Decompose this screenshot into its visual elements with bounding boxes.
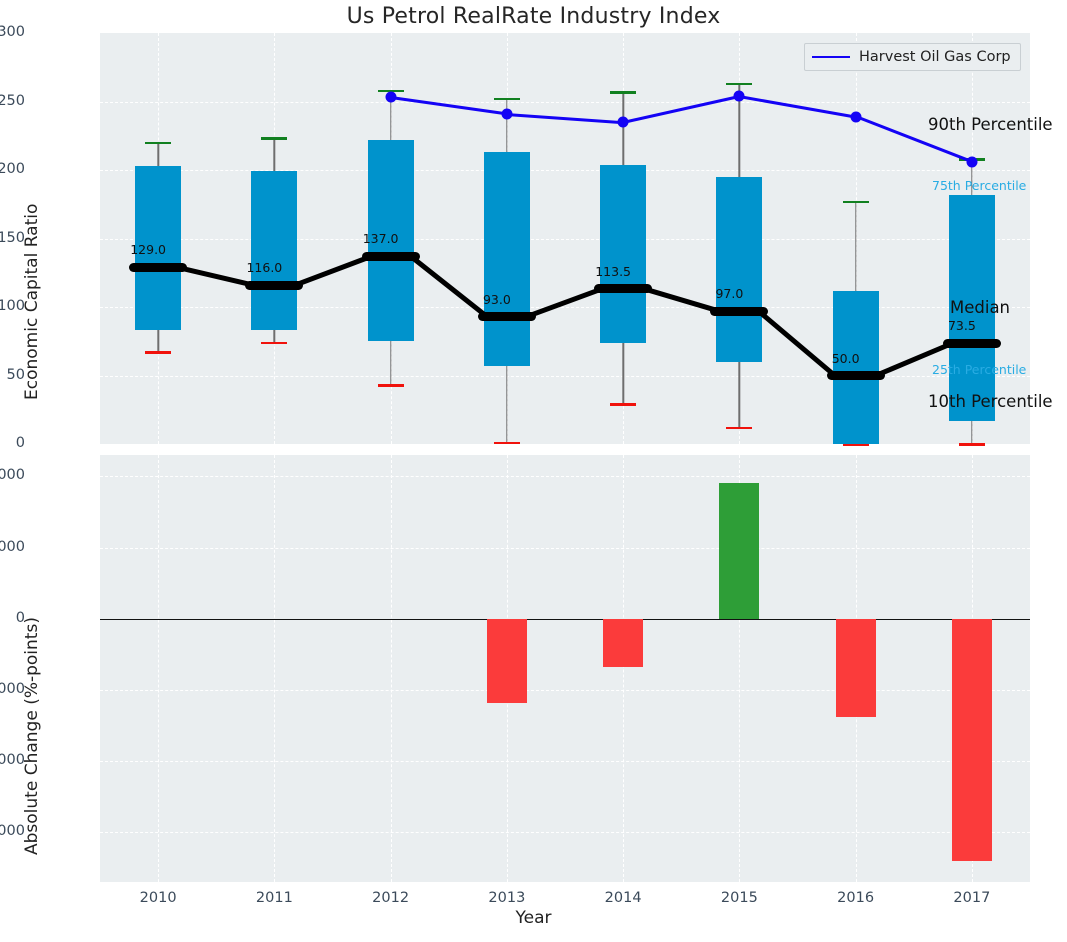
x-tick-2016: 2016 [837, 890, 875, 906]
company-data-point[interactable] [501, 108, 513, 120]
median-bar [129, 262, 188, 272]
whisker-cap-p10 [261, 341, 288, 345]
change-bar-2013[interactable] [486, 618, 527, 703]
gridline-horizontal [100, 832, 1030, 834]
median-value-label: 50.0 [831, 350, 860, 366]
company-data-point[interactable] [617, 116, 629, 128]
whisker-cap-p10 [610, 403, 637, 406]
gridline-horizontal [100, 375, 1030, 377]
box-iqr [135, 165, 182, 331]
x-tick-2013: 2013 [488, 890, 526, 906]
gridline-horizontal [100, 547, 1030, 549]
gridline-vertical [623, 455, 625, 882]
whisker-cap-p90 [145, 141, 172, 145]
x-tick-2010: 2010 [139, 890, 177, 906]
company-data-point[interactable] [733, 90, 745, 102]
gridline-horizontal [100, 170, 1030, 171]
whisker-cap-p90 [377, 89, 404, 93]
whisker-cap-p90 [261, 137, 288, 141]
whisker-cap-p10 [842, 443, 869, 446]
gridline-horizontal [100, 444, 1030, 445]
gridline-horizontal [100, 689, 1030, 691]
median-value-label: 129.0 [130, 242, 167, 258]
whisker-cap-p90 [842, 200, 869, 204]
box-iqr [367, 139, 414, 342]
legend-label-harvest-oil-gas-corp: Harvest Oil Gas Corp [859, 49, 1011, 65]
gridline-vertical [274, 455, 276, 882]
whisker-cap-p10 [145, 351, 172, 354]
company-data-point[interactable] [385, 91, 397, 103]
company-data-point[interactable] [850, 111, 862, 123]
annotation-median-label: Median [950, 298, 1011, 317]
whisker-cap-p90 [493, 97, 520, 101]
box-iqr [483, 152, 530, 366]
x-tick-2011: 2011 [255, 890, 293, 906]
box-iqr [600, 164, 647, 343]
x-tick-2015: 2015 [720, 890, 758, 906]
median-bar [361, 251, 420, 261]
median-bar [594, 284, 653, 293]
gridline-vertical [158, 455, 160, 882]
change-bar-2016[interactable] [835, 618, 876, 717]
median-value-label: 73.5 [947, 318, 976, 334]
median-bar [245, 280, 304, 290]
whisker-cap-p10 [377, 384, 404, 387]
bottom-panel-barchart [100, 455, 1030, 882]
x-axis-label: Year [515, 908, 552, 928]
median-value-label: 137.0 [362, 231, 399, 247]
zero-line [100, 618, 1030, 620]
median-bar [710, 306, 769, 316]
whisker-cap-p10 [493, 441, 520, 445]
change-bar-2017[interactable] [951, 618, 992, 861]
x-tick-2012: 2012 [372, 890, 410, 906]
annotation-p10-label: 10th Percentile [928, 392, 1053, 411]
box-iqr [948, 194, 995, 421]
change-bar-2015[interactable] [719, 483, 760, 619]
box-iqr [832, 290, 879, 444]
x-tick-2017: 2017 [953, 890, 991, 906]
whisker-cap-p10 [958, 443, 985, 446]
change-bar-2014[interactable] [603, 618, 644, 668]
legend[interactable]: Harvest Oil Gas Corp [804, 43, 1021, 71]
top-panel-boxplot [100, 33, 1030, 445]
median-bar [942, 338, 1001, 348]
annotation-p25-label: 25th Percentile [932, 362, 1027, 377]
gridline-horizontal [100, 101, 1030, 103]
bottom-y-axis-label: Absolute Change (%-points) [22, 617, 42, 855]
median-value-label: 116.0 [246, 260, 283, 276]
legend-line-swatch [812, 55, 850, 59]
company-data-point[interactable] [966, 156, 978, 168]
box-iqr [251, 171, 298, 331]
median-value-label: 93.0 [482, 291, 511, 307]
median-value-label: 97.0 [715, 286, 744, 302]
chart-title: Us Petrol RealRate Industry Index [346, 4, 721, 29]
gridline-horizontal [100, 476, 1030, 478]
annotation-p90-label: 90th Percentile [928, 115, 1053, 134]
x-tick-2014: 2014 [604, 890, 642, 906]
whisker-cap-p10 [726, 426, 753, 430]
median-bar [826, 371, 885, 380]
gridline-vertical [390, 455, 392, 882]
annotation-p75-label: 75th Percentile [932, 178, 1027, 193]
top-y-axis-label: Economic Capital Ratio [22, 203, 42, 400]
gridline-horizontal [100, 238, 1030, 240]
box-iqr [716, 176, 763, 362]
median-value-label: 113.5 [595, 263, 632, 279]
median-bar [477, 312, 536, 322]
gridline-horizontal [100, 307, 1030, 308]
whisker-cap-p90 [726, 82, 753, 86]
gridline-horizontal [100, 761, 1030, 763]
whisker-cap-p90 [610, 90, 637, 94]
